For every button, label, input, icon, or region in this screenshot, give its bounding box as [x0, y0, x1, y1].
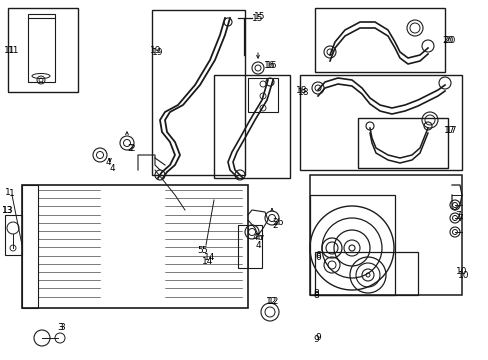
Bar	[8, 8, 78, 92]
Bar	[309, 195, 394, 295]
Text: 3: 3	[59, 324, 65, 333]
Bar	[357, 118, 447, 168]
Text: 19: 19	[152, 48, 163, 57]
Text: 9: 9	[314, 333, 320, 342]
Bar	[247, 78, 278, 112]
Text: 16: 16	[264, 60, 275, 69]
Text: 18: 18	[298, 87, 309, 96]
Text: 4: 4	[109, 163, 115, 172]
Text: 15: 15	[254, 12, 265, 21]
Bar	[22, 185, 38, 308]
Text: 3: 3	[57, 324, 63, 333]
Text: 14: 14	[202, 257, 213, 266]
Text: 18: 18	[296, 86, 307, 95]
Text: 17: 17	[446, 126, 457, 135]
Text: 12: 12	[268, 297, 279, 306]
Bar	[314, 252, 417, 295]
Bar	[22, 185, 247, 308]
Text: 16: 16	[265, 60, 277, 69]
Text: 12: 12	[266, 297, 277, 306]
Text: 10: 10	[455, 267, 467, 276]
Bar	[28, 14, 55, 82]
Bar	[238, 225, 262, 268]
Text: 9: 9	[312, 336, 318, 345]
Text: 13: 13	[2, 206, 14, 215]
Text: 14: 14	[204, 253, 215, 262]
Text: 2: 2	[127, 144, 133, 153]
Text: 4: 4	[105, 158, 111, 166]
Text: 20: 20	[442, 36, 453, 45]
Text: 4: 4	[255, 240, 260, 249]
Text: 8: 8	[312, 292, 318, 301]
Text: 17: 17	[443, 126, 455, 135]
Text: 2: 2	[129, 144, 135, 153]
Text: 5: 5	[197, 246, 203, 255]
Text: 11: 11	[4, 45, 16, 54]
Text: 1: 1	[9, 189, 15, 198]
Text: 2b: 2b	[272, 217, 283, 226]
Bar	[214, 75, 289, 178]
Text: 1: 1	[5, 188, 11, 197]
Bar	[314, 8, 444, 72]
Bar	[5, 215, 22, 255]
Text: 19: 19	[150, 45, 162, 54]
Text: 13: 13	[2, 206, 14, 215]
Bar	[152, 10, 244, 175]
Text: 5: 5	[201, 246, 206, 255]
Bar	[299, 75, 461, 170]
Text: 8: 8	[312, 288, 318, 297]
Text: 4b: 4b	[252, 233, 263, 242]
Text: 6: 6	[314, 251, 320, 260]
Text: 20: 20	[444, 36, 455, 45]
Text: 7: 7	[454, 211, 460, 220]
Text: 15: 15	[252, 14, 263, 23]
Text: 11: 11	[8, 45, 20, 54]
Text: 7: 7	[456, 213, 462, 222]
Text: 2: 2	[272, 220, 277, 230]
Text: 10: 10	[457, 270, 469, 279]
Text: 6: 6	[314, 253, 320, 262]
Bar	[309, 175, 461, 295]
